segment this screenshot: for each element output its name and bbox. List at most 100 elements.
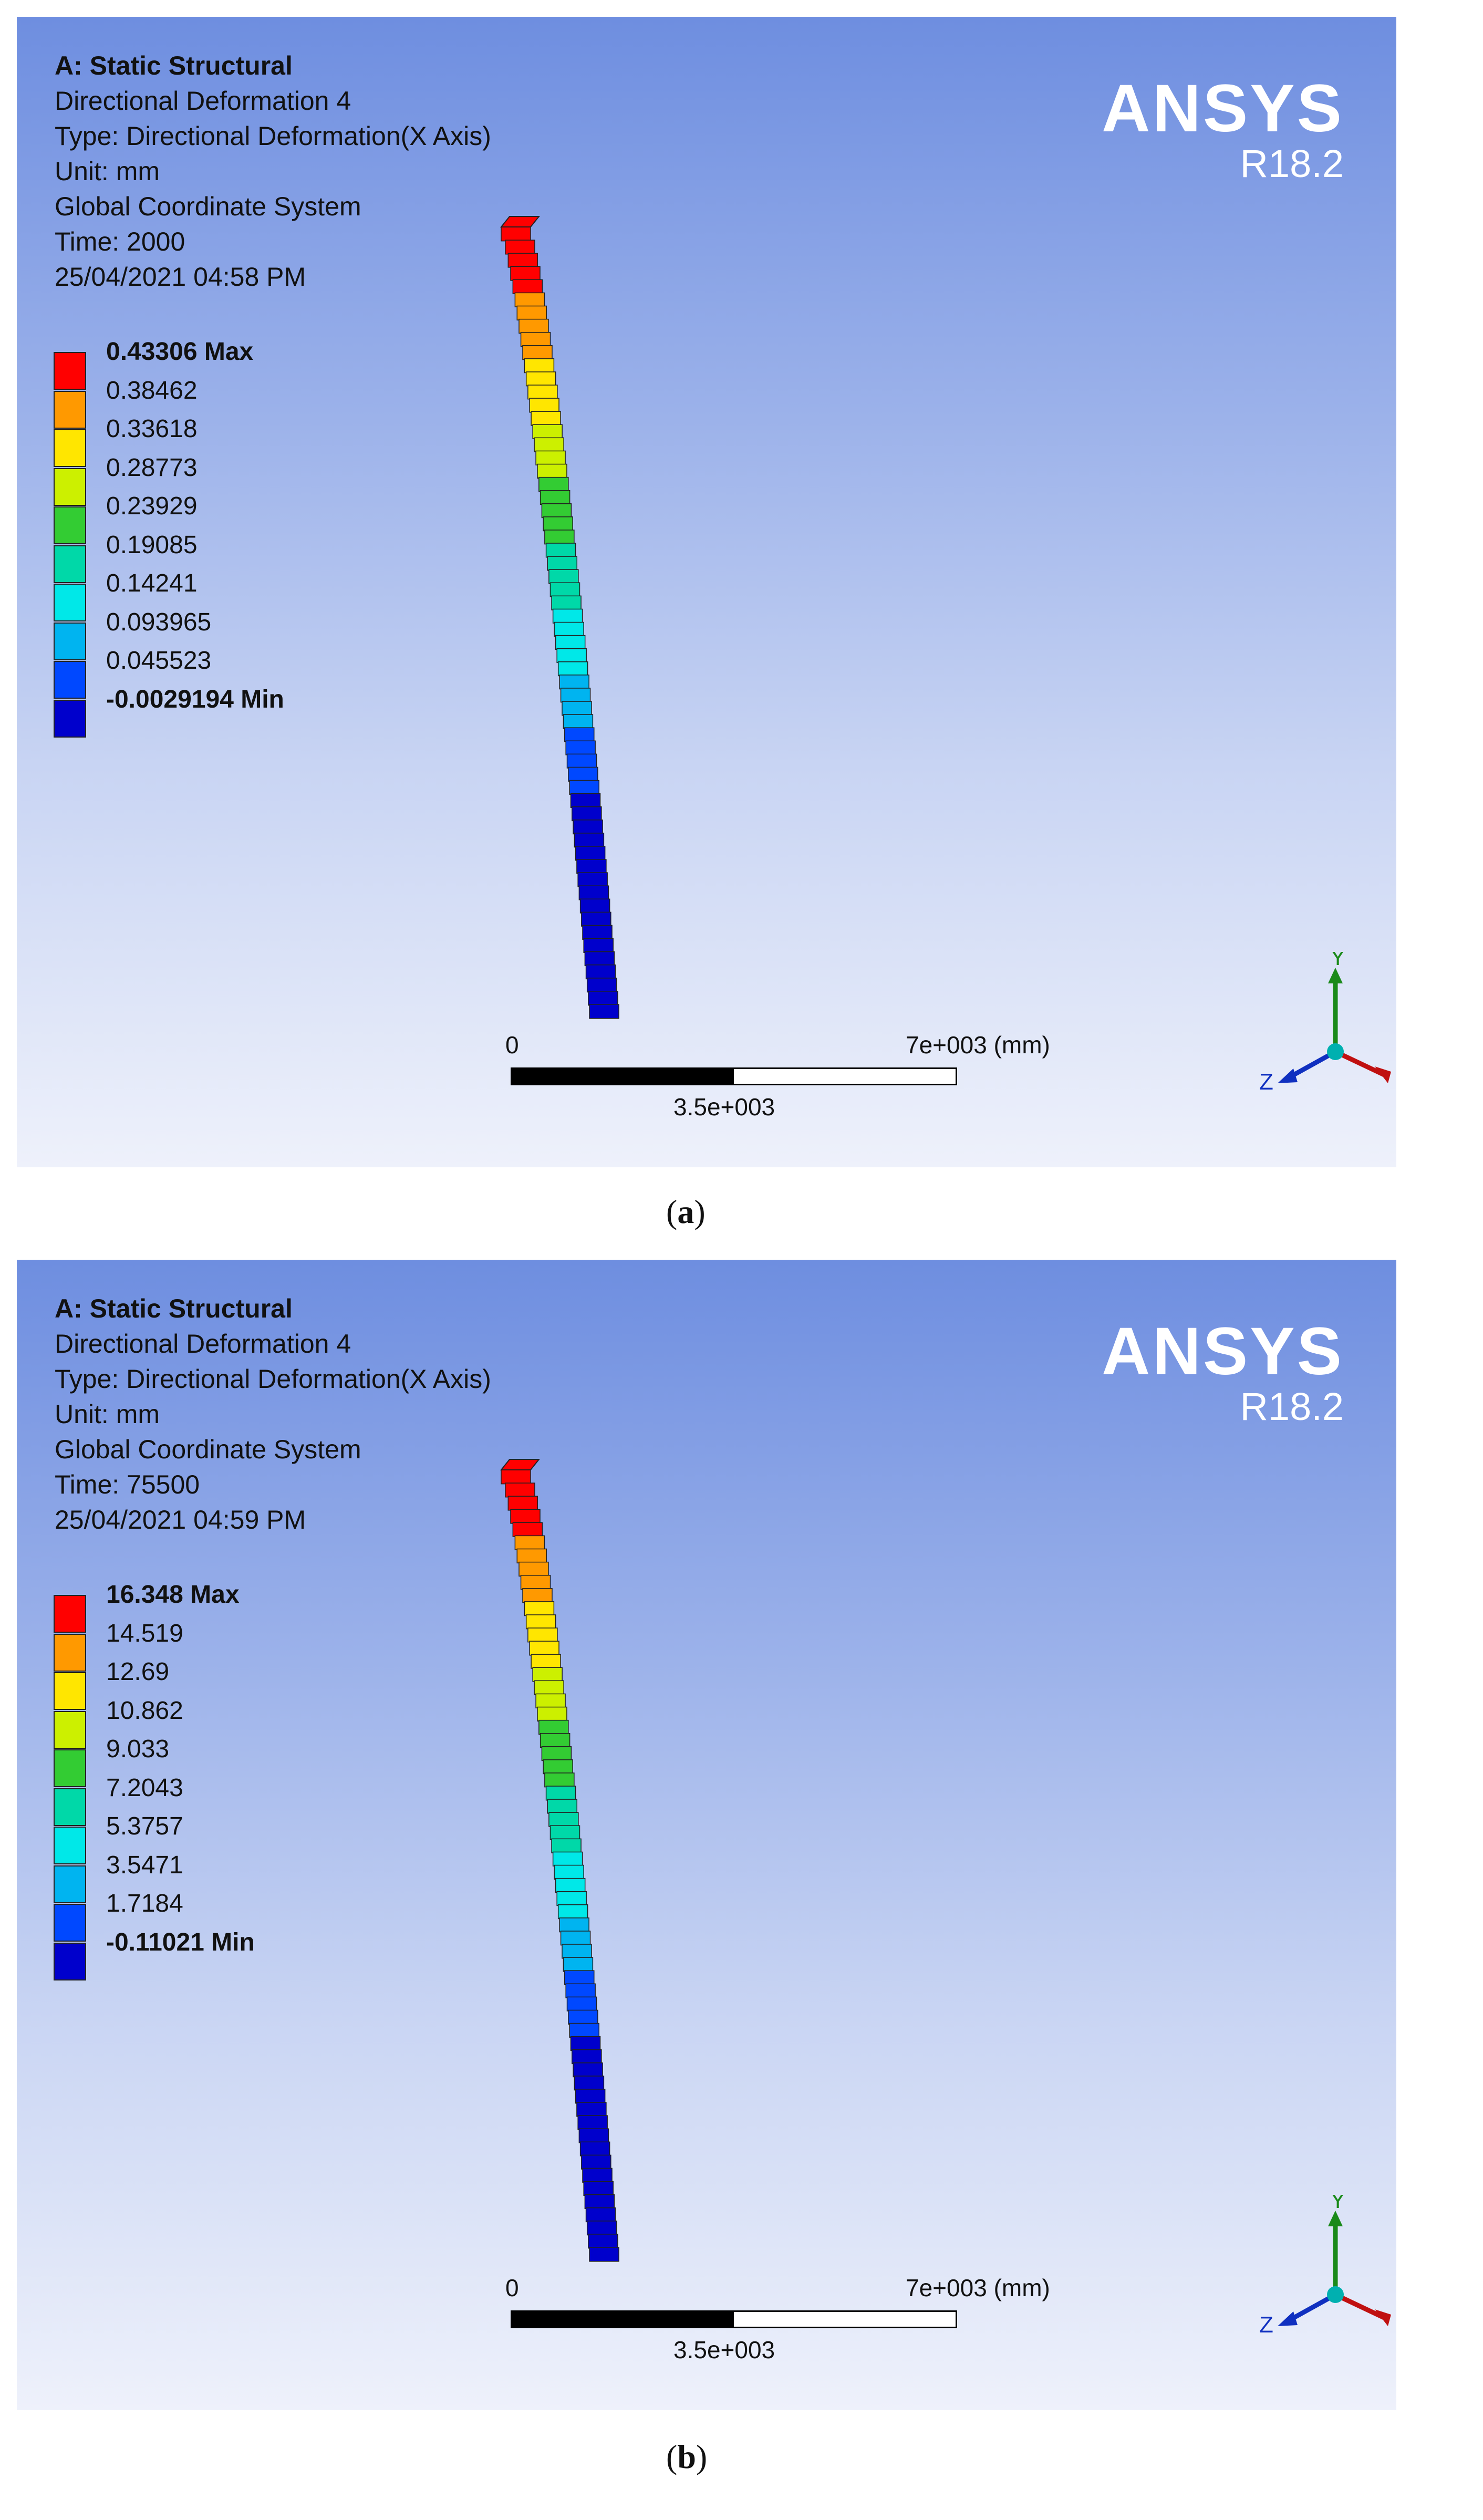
contour-legend[interactable]: 16.348 Max 14.519 12.69 10.862 9.033 7.2043 5.… [54, 1580, 369, 1980]
deformed-column-model[interactable] [17, 17, 1396, 1167]
legend-value: 7.2043 [106, 1774, 183, 1802]
legend-swatch [54, 1595, 86, 1633]
mesh-segment [527, 1627, 558, 1643]
viewport-panel-a[interactable]: A: Static Structural Directional Deforma… [17, 17, 1396, 1167]
mesh-segment [562, 701, 592, 716]
mesh-segment [541, 503, 572, 518]
ansys-logo: ANSYS R18.2 [1102, 75, 1344, 185]
y-axis-arrowhead [1328, 968, 1343, 983]
legend-value: 5.3757 [106, 1812, 183, 1840]
mesh-segment [574, 833, 605, 848]
mesh-segment [527, 385, 558, 400]
result-name: Directional Deformation 4 [55, 86, 351, 116]
mesh-segment [518, 318, 549, 334]
mesh-segment [554, 621, 584, 637]
mesh-segment [568, 766, 598, 782]
mesh-segment [507, 1496, 538, 1511]
mesh-segment [568, 2009, 598, 2025]
legend-swatch [54, 545, 86, 583]
mesh-segment [565, 740, 596, 755]
mesh-segment [564, 727, 595, 742]
mesh-segment [556, 648, 587, 663]
axis-triad[interactable]: Y X Z [1236, 952, 1393, 1109]
result-info: A: Static Structural Directional Deforma… [55, 48, 491, 295]
mesh-segment [501, 1469, 531, 1485]
y-axis-label: Y [1330, 952, 1345, 970]
mesh-segment [529, 1641, 559, 1656]
mesh-segment [557, 1904, 588, 1920]
mesh-segment [507, 253, 538, 268]
mesh-segment [540, 490, 571, 505]
scale-mid-label: 3.5e+003 [673, 2336, 775, 2363]
triad-origin [1327, 2286, 1344, 2303]
mesh-segment [582, 2168, 613, 2183]
scale-start-label: 0 [505, 2274, 519, 2301]
mesh-segment [543, 516, 573, 532]
legend-swatch [54, 1710, 86, 1749]
y-axis-label: Y [1330, 2195, 1345, 2213]
mesh-segment [588, 2234, 618, 2249]
mesh-segment [529, 398, 559, 413]
mesh-segment [549, 1825, 580, 1840]
legend-swatch [54, 699, 86, 738]
legend-value: 1.7184 [106, 1890, 183, 1917]
scale-mid-label: 3.5e+003 [673, 1093, 775, 1121]
mesh-segment [525, 1614, 556, 1630]
y-axis-arrowhead [1328, 2211, 1343, 2226]
x-axis-arrowhead [1375, 2309, 1391, 2326]
legend-swatch [54, 468, 86, 506]
mesh-segment [535, 450, 566, 465]
mesh-segment [586, 2221, 617, 2236]
mesh-segment [554, 1864, 584, 1880]
mesh-segment [555, 635, 586, 650]
legend-swatch [54, 1672, 86, 1710]
mesh-segment [585, 2207, 616, 2223]
z-axis-label: Z [1259, 1069, 1273, 1095]
result-time: Time: 2000 [55, 227, 185, 256]
x-axis-arrowhead [1375, 1066, 1391, 1083]
mesh-segment [588, 991, 618, 1006]
triad-origin [1327, 1043, 1344, 1060]
axis-triad[interactable]: Y X Z [1236, 2195, 1393, 2352]
result-datetime: 25/04/2021 04:58 PM [55, 262, 306, 292]
mesh-segment [576, 2102, 607, 2117]
mesh-segment [569, 2023, 599, 2038]
mesh-segment [522, 1588, 553, 1603]
mesh-segment [544, 530, 575, 545]
mesh-segment [518, 1561, 549, 1577]
mesh-segment [555, 1878, 586, 1893]
legend-swatch [54, 429, 86, 467]
mesh-segment [524, 358, 555, 374]
mesh-segment [516, 305, 547, 320]
legend-value: -0.11021 Min [106, 1928, 255, 1956]
logo-brand: ANSYS [1102, 71, 1344, 146]
result-info: A: Static Structural Directional Deforma… [55, 1291, 491, 1538]
legend-swatch [54, 1942, 86, 1980]
scale-bar [511, 1067, 957, 1085]
x-axis-arrow [1334, 1049, 1386, 1078]
deformed-column-model[interactable] [17, 1260, 1396, 2410]
viewport-panel-b[interactable]: A: Static Structural Directional Deforma… [17, 1260, 1396, 2410]
mesh-segment [512, 1522, 543, 1537]
mesh-segment [551, 595, 582, 610]
scale-ruler: 0 7e+003 (mm) 3.5e+003 [505, 1025, 1050, 1131]
mesh-segment [586, 978, 617, 993]
mesh-segment [565, 1983, 596, 1998]
mesh-segment [540, 1733, 571, 1748]
legend-value: 0.19085 [106, 531, 198, 559]
mesh-segment [577, 2115, 608, 2130]
mesh-segment [551, 1838, 582, 1853]
mesh-segment [547, 556, 577, 571]
mesh-segment [510, 1509, 541, 1524]
legend-swatch [54, 352, 86, 390]
legend-value: 0.33618 [106, 415, 198, 443]
mesh-segment [547, 1799, 577, 1814]
mesh-segment [575, 846, 606, 861]
mesh-segment [576, 859, 607, 874]
coordinate-system: Global Coordinate System [55, 192, 361, 221]
contour-legend[interactable]: 0.43306 Max 0.38462 0.33618 0.28773 0.23929 0… [54, 337, 369, 738]
result-type: Type: Directional Deformation(X Axis) [55, 1364, 491, 1394]
legend-swatch [54, 1633, 86, 1672]
mesh-segment [578, 2128, 609, 2143]
mesh-segment [505, 1482, 535, 1498]
